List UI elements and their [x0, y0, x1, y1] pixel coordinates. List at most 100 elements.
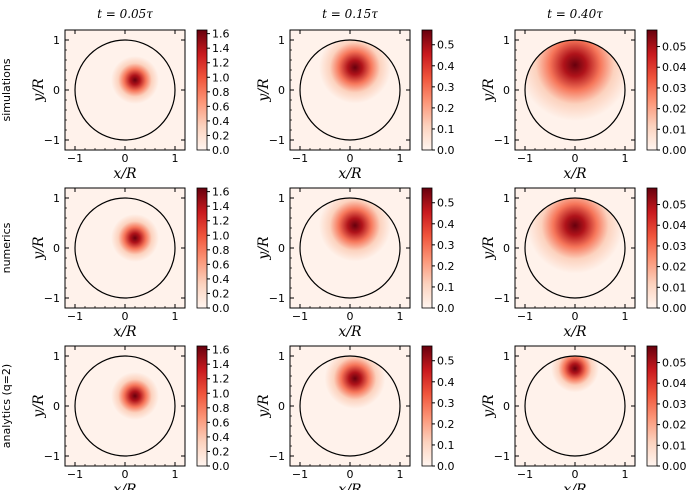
x-axis-label: x/R: [338, 324, 362, 340]
colorbar: 0.00 0.01 0.02 0.03 0.04 0.05: [646, 345, 687, 473]
y-axis-label: y/R: [256, 236, 272, 261]
colorbar-tick-label: 0.02: [662, 103, 687, 116]
boundary-circle: [524, 355, 626, 457]
colorbar: 0.0 0.1 0.2 0.3 0.4 0.5: [421, 345, 455, 473]
colorbar-tick-label: 0.0: [437, 460, 455, 473]
x-axis-label: x/R: [113, 166, 137, 182]
colorbar-tick-label: 1.0: [212, 71, 230, 84]
colorbar: 0.0 0.20.4 0.60.8 1.01.2 1.41.6: [196, 28, 230, 157]
y-axis-label: y/R: [481, 236, 497, 261]
boundary-circle: [524, 197, 626, 299]
x-tick-label: −1: [517, 152, 533, 165]
heatmap-panel: −1 −1 0 0 1 1 x/R y/R: [31, 29, 186, 182]
x-axis-label: x/R: [563, 324, 587, 340]
colorbar-tick-label: 0.05: [662, 199, 687, 212]
colorbar-tick-label: 0.1: [437, 281, 455, 294]
column-title: t = 0.40τ: [547, 7, 603, 21]
y-tick-label: 1: [503, 34, 510, 47]
colorbar-tick-label: 1.6: [212, 28, 230, 41]
x-tick-label: −1: [517, 468, 533, 481]
colorbar-tick-label: 1.0: [212, 229, 230, 242]
colorbar-gradient: [196, 187, 208, 309]
colorbar: 0.00 0.01 0.02 0.03 0.04 0.05: [646, 29, 687, 157]
colorbar-tick-label: 0.2: [212, 287, 230, 300]
x-tick-label: 0: [347, 152, 354, 165]
colorbar-gradient: [421, 29, 433, 151]
colorbar-tick-label: 0.04: [662, 61, 687, 74]
heatmap-panel: −1 −1 0 0 1 1 x/R y/R: [256, 187, 411, 340]
y-axis-label: y/R: [31, 394, 47, 419]
x-tick-label: 0: [347, 310, 354, 323]
boundary-circle: [299, 355, 401, 457]
x-tick-label: 0: [572, 152, 579, 165]
colorbar-tick-label: 0.1: [437, 439, 455, 452]
colorbar-tick-label: 0.2: [212, 445, 230, 458]
y-tick-label: 0: [53, 84, 60, 97]
y-tick-label: 1: [278, 192, 285, 205]
colorbar-tick-label: 0.05: [662, 41, 687, 54]
y-tick-label: 0: [53, 242, 60, 255]
heatmap-panel: −1 −1 0 0 1 1 x/R y/R: [31, 345, 186, 490]
y-tick-label: 1: [53, 34, 60, 47]
colorbar-tick-label: 0.01: [662, 123, 687, 136]
y-tick-label: 1: [53, 192, 60, 205]
x-tick-label: −1: [67, 310, 83, 323]
colorbar-tick-label: 0.00: [662, 460, 687, 473]
x-tick-label: 0: [122, 468, 129, 481]
colorbar-tick-label: 1.0: [212, 387, 230, 400]
x-axis-label: x/R: [563, 166, 587, 182]
y-tick-label: 0: [503, 84, 510, 97]
x-axis-label: x/R: [338, 482, 362, 490]
x-tick-label: 1: [397, 468, 404, 481]
colorbar-gradient: [196, 345, 208, 467]
colorbar-tick-label: 0.3: [437, 239, 455, 252]
boundary-circle: [299, 197, 401, 299]
colorbar-tick-label: 1.6: [212, 186, 230, 199]
x-tick-label: 1: [622, 468, 629, 481]
y-tick-label: 0: [278, 242, 285, 255]
colorbar-tick-label: 0.6: [212, 416, 230, 429]
colorbar-tick-label: 1.2: [212, 373, 230, 386]
y-axis-label: y/R: [481, 394, 497, 419]
colorbar-tick-label: 1.2: [212, 57, 230, 70]
colorbar-tick-label: 0.5: [437, 39, 455, 52]
y-tick-label: −1: [44, 292, 60, 305]
colorbar: 0.0 0.20.4 0.60.8 1.01.2 1.41.6: [196, 186, 230, 315]
colorbar-tick-label: 0.6: [212, 100, 230, 113]
y-tick-label: 1: [278, 350, 285, 363]
colorbar-gradient: [196, 29, 208, 151]
density-field: [75, 356, 175, 456]
y-axis-label: y/R: [31, 78, 47, 103]
y-axis-label: y/R: [481, 78, 497, 103]
x-tick-label: 0: [347, 468, 354, 481]
x-tick-label: −1: [292, 152, 308, 165]
y-axis-label: y/R: [31, 236, 47, 261]
colorbar-tick-label: 0.00: [662, 144, 687, 157]
colorbar-tick-label: 0.5: [437, 197, 455, 210]
y-tick-label: 1: [53, 350, 60, 363]
x-tick-label: 1: [397, 310, 404, 323]
boundary-circle: [74, 197, 176, 299]
x-tick-label: 1: [397, 152, 404, 165]
colorbar-tick-label: 0.6: [212, 258, 230, 271]
x-axis-label: x/R: [113, 324, 137, 340]
x-tick-label: 0: [122, 152, 129, 165]
density-field: [75, 40, 175, 140]
colorbar-tick-label: 0.0: [212, 144, 230, 157]
boundary-circle: [299, 39, 401, 141]
y-tick-label: 0: [53, 400, 60, 413]
colorbar-gradient: [646, 187, 658, 309]
colorbar-tick-label: 0.00: [662, 302, 687, 315]
x-axis-label: x/R: [338, 166, 362, 182]
row-label: analytics (q=2): [0, 364, 13, 448]
colorbar-tick-label: 0.05: [662, 357, 687, 370]
y-tick-label: 1: [503, 350, 510, 363]
column-title: t = 0.15τ: [322, 7, 378, 21]
y-axis-label: y/R: [256, 78, 272, 103]
colorbar-tick-label: 0.4: [437, 218, 455, 231]
density-field: [525, 198, 625, 298]
y-tick-label: −1: [494, 134, 510, 147]
row-label: simulations: [0, 58, 13, 121]
heatmap-panel: −1 −1 0 0 1 1 x/R y/R: [481, 29, 636, 182]
